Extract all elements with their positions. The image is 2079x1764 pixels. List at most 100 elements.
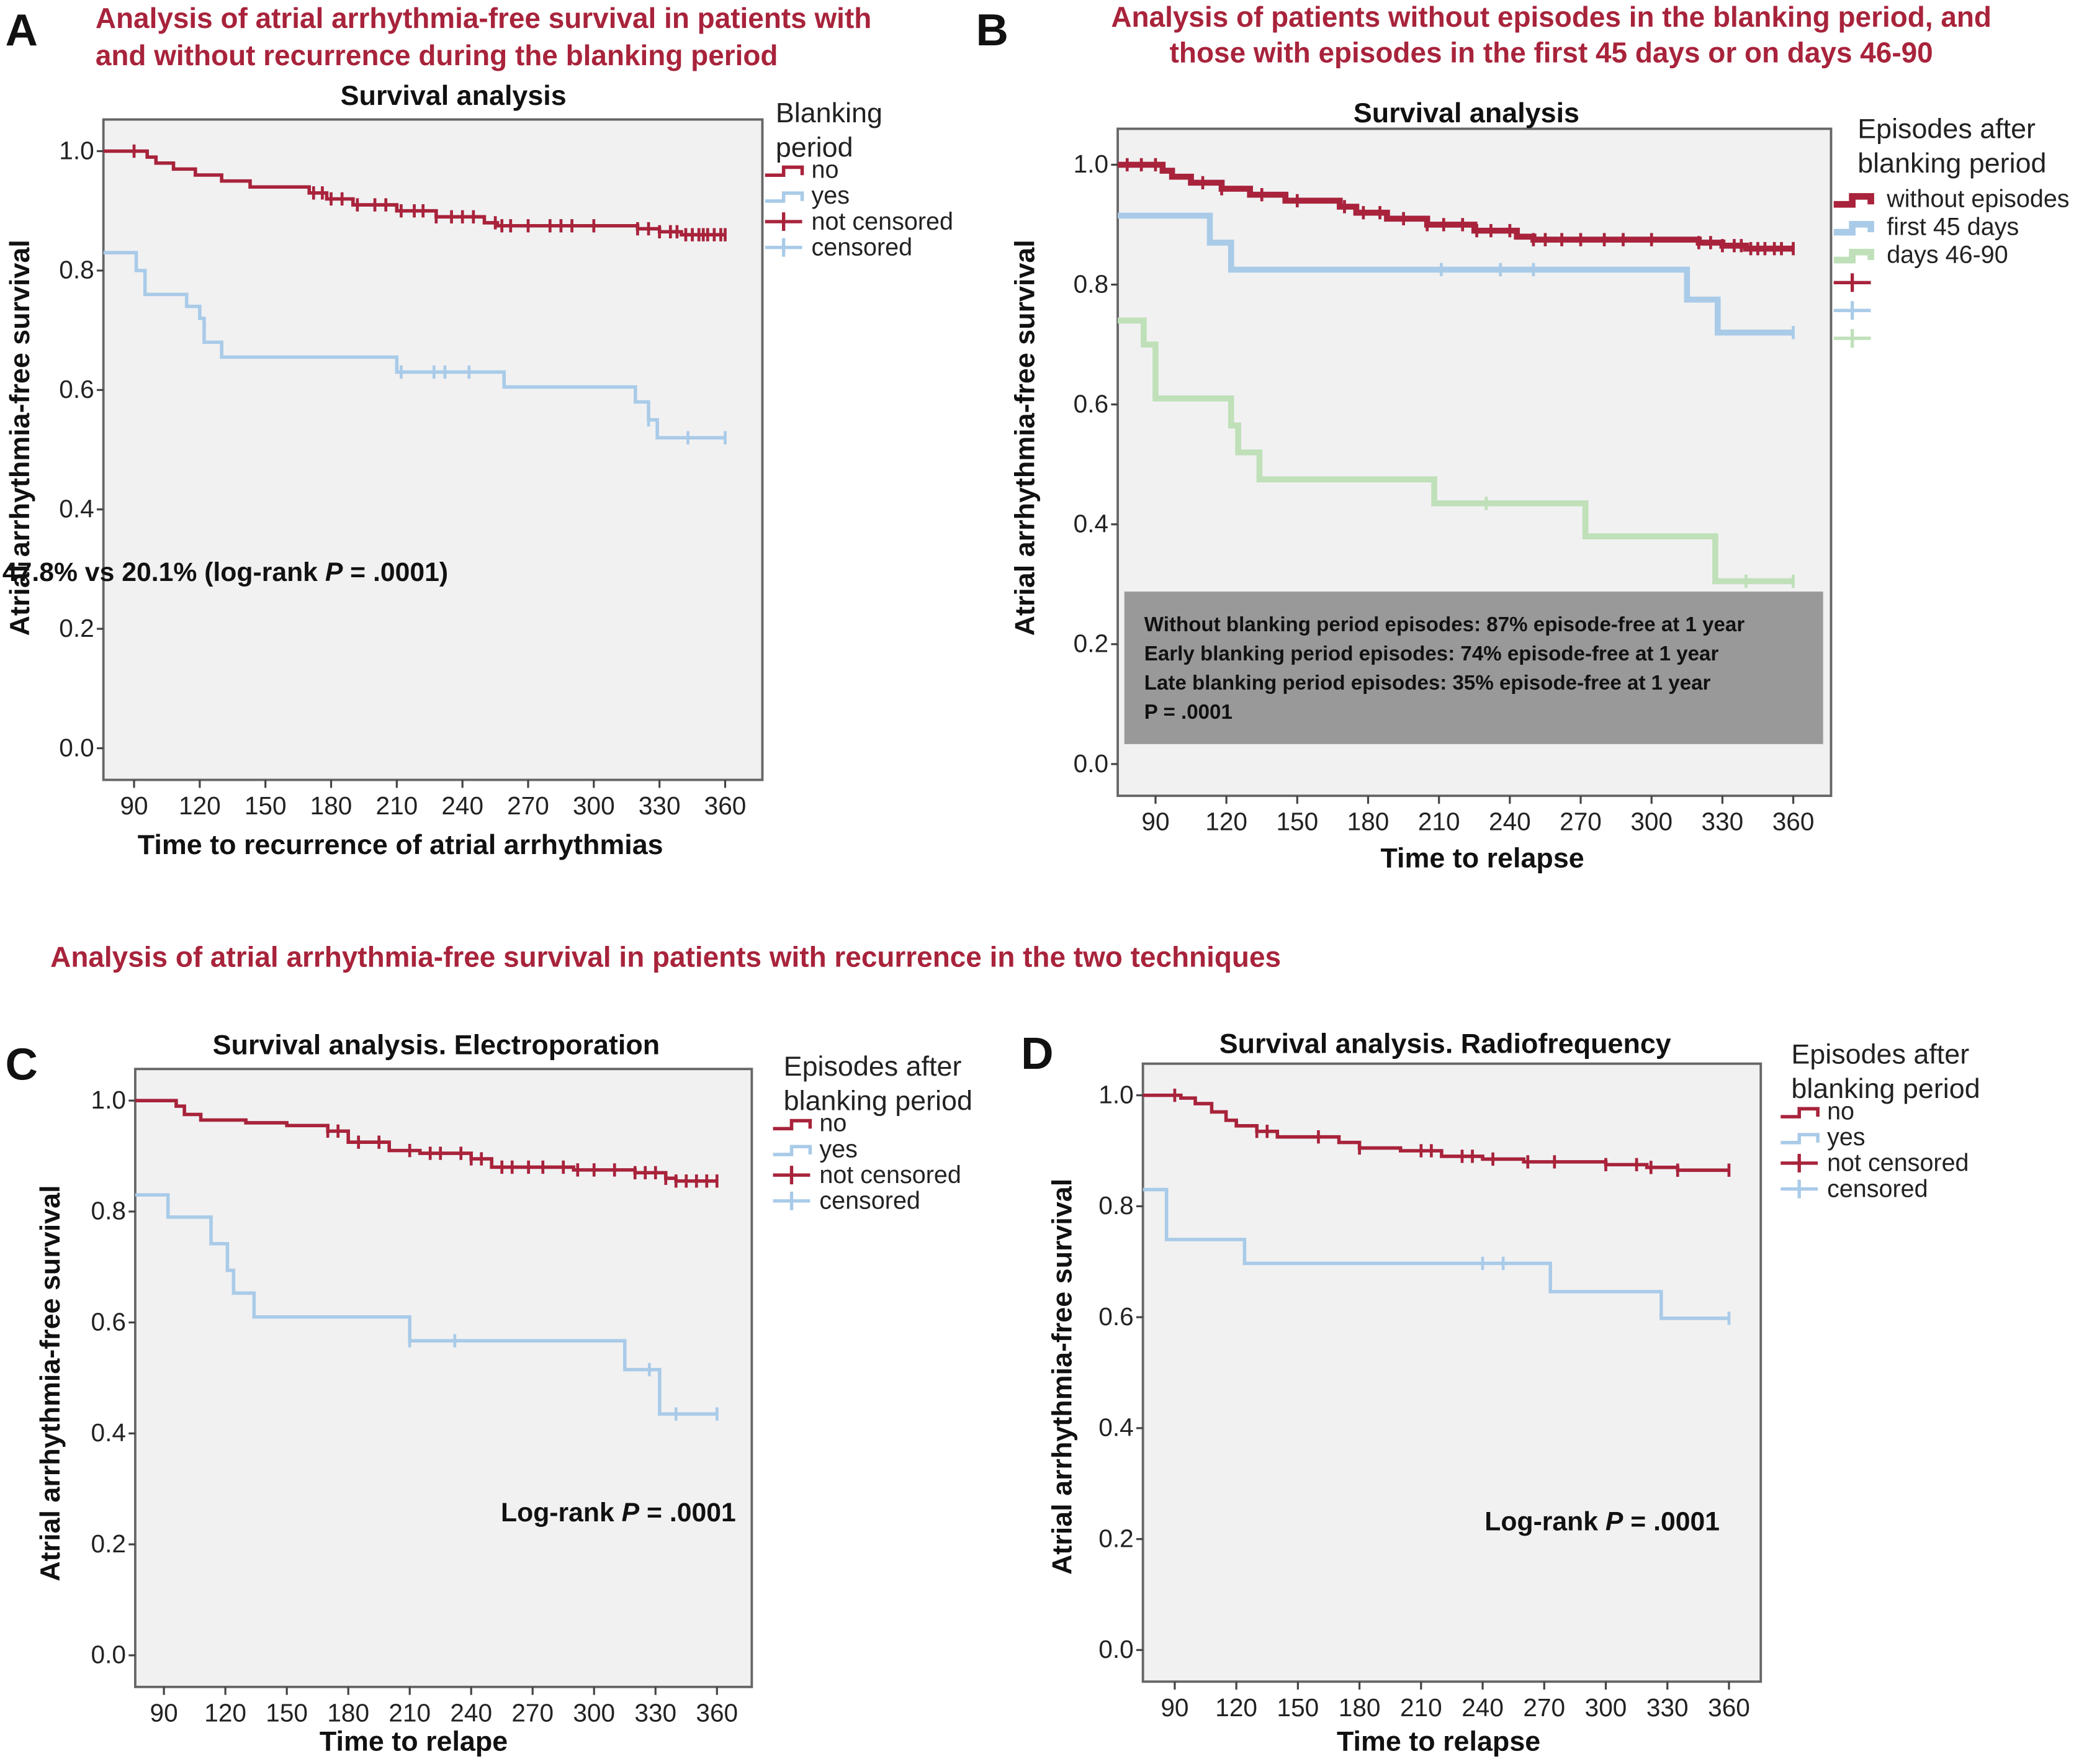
y-tick-label: 1.0: [59, 136, 94, 164]
y-tick-label: 0.8: [1098, 1191, 1133, 1220]
panel-letter-c: C: [6, 1039, 38, 1089]
y-tick-label: 0.8: [59, 256, 94, 284]
x-tick-label: 360: [1708, 1693, 1750, 1722]
legend-item-label: yes: [1827, 1123, 1866, 1151]
plot-area: [102, 118, 764, 781]
panel-a-heading-line2: and without recurrence during the blanki…: [96, 39, 778, 71]
y-tick-label: 1.0: [91, 1086, 126, 1114]
x-tick-label: 150: [1277, 1693, 1319, 1722]
x-tick-label: 210: [388, 1698, 431, 1727]
y-tick-label: 0.6: [59, 375, 94, 403]
legend-item-label: without episodes: [1886, 186, 2069, 213]
x-tick-label: 270: [511, 1698, 554, 1727]
y-tick-label: 0.0: [1098, 1635, 1133, 1663]
y-tick-label: 0.2: [1098, 1524, 1133, 1552]
annotation: 47.8% vs 20.1% (log-rank P = .0001): [2, 557, 448, 587]
x-tick-label: 240: [441, 791, 483, 820]
legend-item-label: censored: [1827, 1175, 1928, 1202]
x-tick-label: 300: [573, 1698, 615, 1727]
x-tick-label: 180: [1339, 1693, 1381, 1722]
legend-step-swatch: [1780, 1107, 1820, 1118]
series-line-days-46-90: [1118, 317, 1794, 585]
annotation: Log-rank P = .0001: [501, 1498, 736, 1528]
x-tick-label: 240: [1489, 808, 1531, 836]
x-tick-label: 300: [1585, 1693, 1627, 1722]
x-tick-label: 300: [573, 791, 615, 820]
y-tick-label: 0.2: [1074, 629, 1108, 658]
x-tick-label: 120: [179, 791, 221, 820]
series-line-first-45-days: [1118, 212, 1794, 336]
legend-item-label: not censored: [812, 208, 953, 235]
legend-step-swatch: [765, 165, 804, 178]
legend-item-label: censored: [819, 1187, 920, 1215]
panel-b-heading-line1: Analysis of patients without episodes in…: [1111, 1, 1991, 33]
panel-a-heading-line1: Analysis of atrial arrhythmia-free survi…: [96, 2, 871, 34]
y-tick-label: 0.2: [59, 614, 94, 642]
x-tick-label: 180: [310, 791, 352, 820]
y-tick-label: 0.2: [91, 1529, 126, 1558]
chart-c: Survival analysis. Electroporation 0.0 0.2…: [34, 1029, 972, 1757]
legend-title: blanking period: [784, 1084, 972, 1116]
chart-title: Survival analysis: [1354, 97, 1579, 128]
legend-item-label: first 45 days: [1887, 213, 2019, 240]
annotation-part: Log-rank: [501, 1498, 622, 1528]
x-tick-label: 210: [1418, 808, 1460, 836]
x-tick-label: 240: [1462, 1693, 1504, 1722]
panel-letter-b: B: [976, 5, 1008, 55]
x-tick-label: 180: [1347, 808, 1390, 836]
y-axis-label: Atrial arrhythmia-free survival: [34, 1185, 66, 1581]
x-axis-label: Time to recurrence of atrial arrhythmias: [138, 829, 663, 860]
section-heading: Analysis of atrial arrhythmia-free survi…: [50, 941, 1281, 973]
series-line-yes: [135, 1193, 717, 1416]
legend-title: period: [776, 131, 853, 163]
legend-step-swatch: [1833, 220, 1874, 236]
y-tick-label: 0.0: [91, 1640, 126, 1669]
x-tick-label: 270: [1523, 1693, 1565, 1722]
x-tick-label: 360: [704, 791, 747, 820]
y-tick-label: 0.4: [59, 495, 94, 523]
annotation-part: Log-rank: [1484, 1507, 1605, 1537]
legend-item-label: yes: [819, 1135, 858, 1163]
legend-title: Episodes after: [1791, 1038, 1969, 1070]
x-tick-label: 150: [245, 791, 287, 820]
legend-item-label: no: [819, 1110, 846, 1137]
x-tick-label: 360: [1772, 808, 1815, 836]
y-tick-label: 0.6: [1098, 1302, 1133, 1331]
annotation-part: = .0001: [1623, 1507, 1720, 1537]
legend-title: Episodes after: [1857, 112, 2036, 144]
y-tick-label: 0.0: [1074, 749, 1108, 778]
annotation-part: = .0001): [343, 557, 448, 587]
annotation-part: P: [1605, 1507, 1623, 1537]
panel-letter-a: A: [6, 5, 38, 55]
x-tick-label: 210: [376, 791, 418, 820]
chart-b: Survival analysis 0.0 0.2 0.4 0.6 0.8 1.0 90 120…: [1008, 97, 2069, 874]
y-tick-label: 0.8: [91, 1197, 126, 1225]
annotation-part: P: [622, 1498, 640, 1528]
x-tick-label: 90: [120, 791, 148, 820]
x-tick-label: 120: [1205, 808, 1247, 836]
legend-step-swatch: [765, 191, 804, 203]
legend-step-swatch: [1780, 1133, 1820, 1145]
legend-step-swatch: [773, 1145, 812, 1156]
legend-item-label: not censored: [1827, 1150, 1969, 1177]
x-tick-label: 270: [507, 791, 549, 820]
legend-step-swatch: [1833, 193, 1874, 208]
legend-step-swatch: [773, 1118, 812, 1131]
y-tick-label: 0.4: [1074, 510, 1108, 538]
y-tick-label: 0.4: [1098, 1413, 1133, 1442]
annotation: Log-rank P = .0001: [1484, 1507, 1720, 1537]
x-axis-label: Time to relape: [320, 1725, 508, 1757]
legend-step-swatch: [1833, 248, 1874, 264]
panel-b-heading-line2: those with episodes in the first 45 days…: [1170, 37, 1933, 69]
annotation-box-line: Late blanking period episodes: 35% episo…: [1144, 672, 1711, 695]
x-tick-label: 330: [634, 1698, 676, 1727]
x-tick-label: 90: [1141, 808, 1169, 836]
chart-title: Survival analysis. Radiofrequency: [1219, 1028, 1671, 1060]
x-tick-label: 120: [204, 1698, 246, 1727]
legend-item-label: yes: [812, 182, 850, 209]
y-axis-label: Atrial arrhythmia-free survival: [1008, 240, 1040, 636]
x-tick-label: 240: [450, 1698, 492, 1727]
